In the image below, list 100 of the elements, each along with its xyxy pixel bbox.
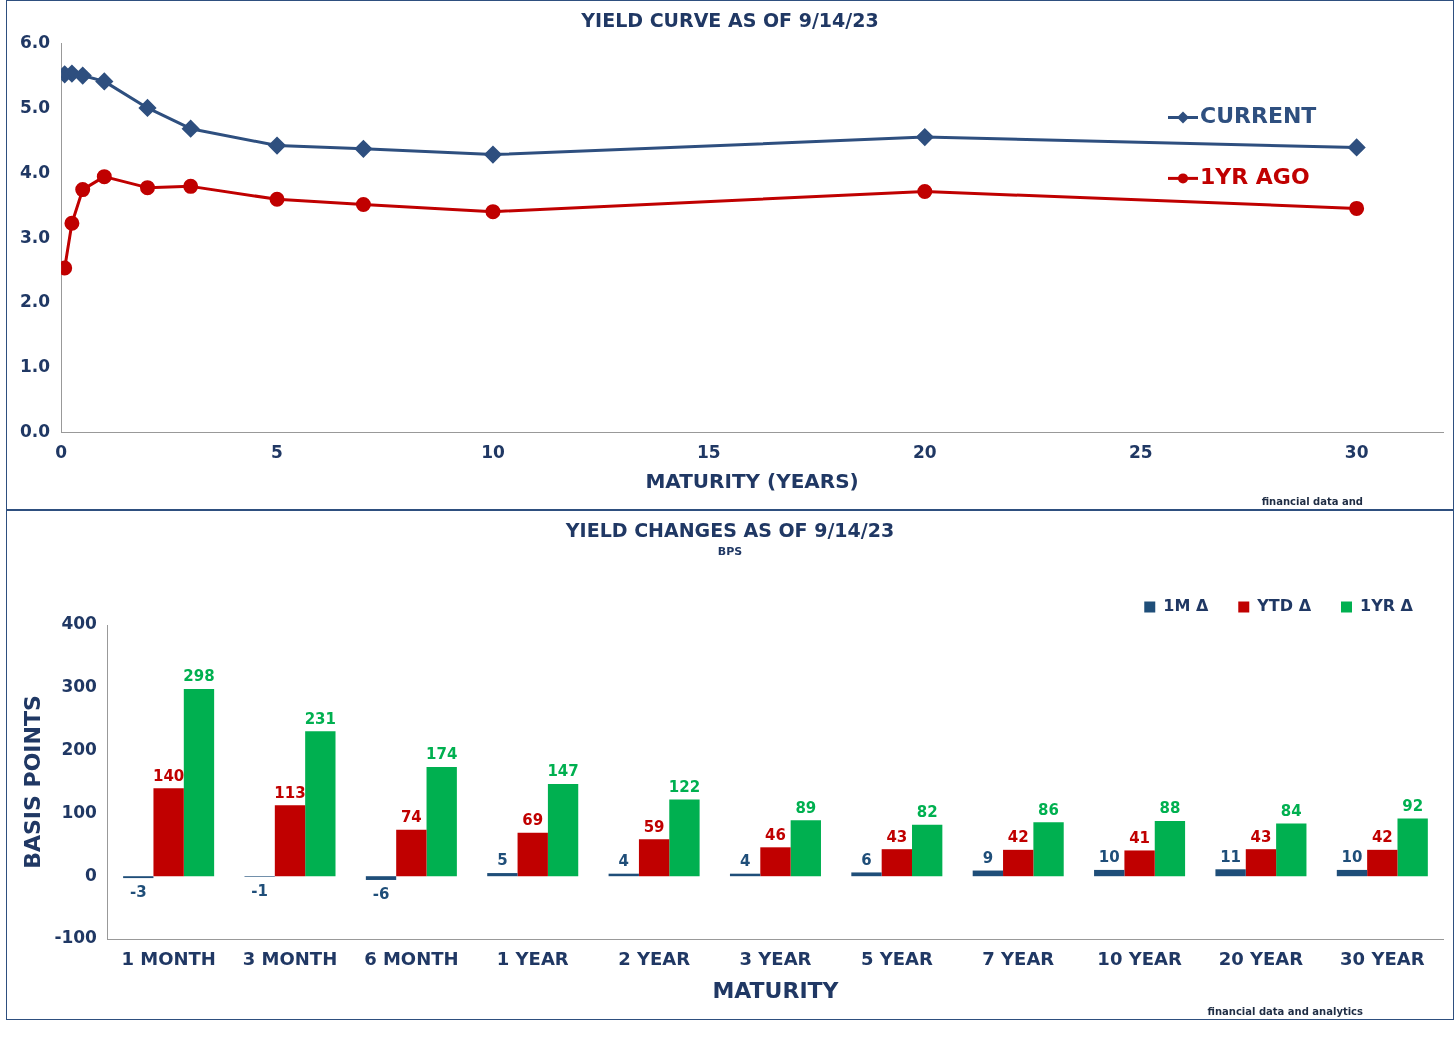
bar — [1367, 849, 1398, 877]
bar — [638, 839, 670, 877]
bar — [183, 689, 215, 877]
x-tick-label: 30 — [1344, 442, 1369, 463]
x-tick-label: 3 YEAR — [739, 948, 812, 970]
bar — [517, 832, 548, 877]
point — [74, 67, 92, 85]
x-tick-label: 20 — [912, 442, 937, 463]
data-label: 298 — [183, 667, 215, 686]
point — [916, 128, 934, 146]
legend-label: 1M Δ — [1163, 596, 1209, 616]
bar — [1336, 869, 1368, 877]
bar — [396, 829, 427, 877]
data-label: 59 — [643, 817, 665, 836]
bar — [487, 873, 518, 877]
x-tick-label: 2 YEAR — [618, 948, 691, 970]
chart-title: YIELD CURVE AS OF 9/14/23 — [580, 9, 879, 32]
legend-label: CURRENT — [1200, 103, 1317, 129]
point — [355, 197, 371, 212]
y-tick-label: 0.0 — [19, 421, 51, 442]
point — [139, 180, 155, 196]
point — [75, 182, 91, 198]
y-tick-label: 5.0 — [19, 97, 51, 118]
point — [485, 204, 501, 220]
y-tick-label: 400 — [61, 613, 98, 634]
data-label: 11 — [1220, 847, 1242, 866]
data-label: -6 — [372, 885, 390, 904]
x-tick-label: 7 YEAR — [982, 948, 1055, 970]
point — [1349, 200, 1365, 216]
data-label: 140 — [152, 766, 185, 785]
bar — [274, 805, 306, 877]
point — [268, 137, 286, 155]
x-tick-label: 10 — [481, 442, 505, 463]
data-label: 74 — [400, 808, 422, 827]
point — [95, 72, 113, 90]
bar — [760, 847, 791, 877]
y-tick-label: 0 — [85, 864, 98, 885]
legend-label: 1YR Δ — [1360, 596, 1414, 616]
y-axis-title: BASIS POINTS — [19, 695, 45, 869]
point — [269, 191, 285, 207]
bar — [851, 872, 882, 877]
legend-label: YTD Δ — [1256, 596, 1312, 616]
bar — [547, 783, 579, 877]
point — [96, 169, 112, 185]
data-label: 6 — [861, 850, 872, 869]
y-tick-label: 2.0 — [19, 291, 51, 312]
point — [484, 146, 502, 164]
point — [183, 178, 199, 194]
data-label: 86 — [1038, 800, 1059, 819]
x-tick-label: 10 YEAR — [1097, 948, 1182, 970]
data-label: 89 — [795, 798, 817, 817]
data-label: 43 — [886, 827, 908, 846]
bar — [426, 766, 457, 877]
chart-subtitle: BPS — [717, 545, 743, 559]
data-label: 41 — [1129, 828, 1151, 847]
bar — [669, 799, 700, 877]
y-tick-label: 3.0 — [19, 226, 51, 247]
x-tick-label: 3 MONTH — [242, 948, 338, 970]
data-label: 88 — [1159, 799, 1181, 818]
y-tick-label: 100 — [61, 801, 98, 822]
x-axis-title: MATURITY (YEARS) — [645, 469, 859, 494]
bar — [1124, 850, 1155, 877]
point — [1348, 138, 1366, 156]
bar — [1397, 818, 1428, 877]
y-tick-label: -100 — [54, 927, 98, 948]
x-tick-label: 5 YEAR — [860, 948, 933, 970]
data-label: 10 — [1341, 848, 1363, 867]
bar — [1033, 822, 1064, 877]
point — [64, 215, 80, 231]
x-tick-label: 20 YEAR — [1218, 948, 1304, 970]
data-label: 122 — [668, 777, 701, 796]
y-tick-label: 4.0 — [19, 161, 51, 182]
bar — [1094, 869, 1125, 877]
data-label: 42 — [1371, 828, 1393, 847]
y-tick-label: 6.0 — [19, 32, 51, 53]
x-tick-label: 1 YEAR — [496, 948, 569, 970]
data-label: 92 — [1402, 796, 1424, 815]
bar — [1276, 823, 1307, 877]
bar — [153, 788, 184, 877]
point — [354, 140, 372, 158]
data-label: 10 — [1098, 848, 1120, 867]
bar — [1215, 869, 1246, 877]
data-label: -1 — [251, 882, 268, 901]
data-label: 43 — [1250, 827, 1272, 846]
x-tick-label: 15 — [697, 442, 721, 463]
bar — [881, 849, 913, 877]
text: financial data and — [1261, 495, 1363, 507]
y-tick-label: 1.0 — [19, 356, 51, 377]
data-label: 231 — [304, 709, 336, 728]
data-label: 9 — [982, 848, 994, 867]
point — [917, 184, 933, 200]
y-tick-label: 200 — [61, 739, 98, 760]
text: financial data and analytics — [1207, 1005, 1364, 1017]
bar — [790, 820, 821, 877]
data-label: 5 — [497, 851, 508, 870]
bar — [365, 876, 397, 880]
data-label: 84 — [1280, 801, 1302, 820]
x-tick-label: 5 — [271, 442, 283, 463]
data-label: 4 — [618, 852, 629, 871]
data-label: 46 — [765, 825, 786, 844]
